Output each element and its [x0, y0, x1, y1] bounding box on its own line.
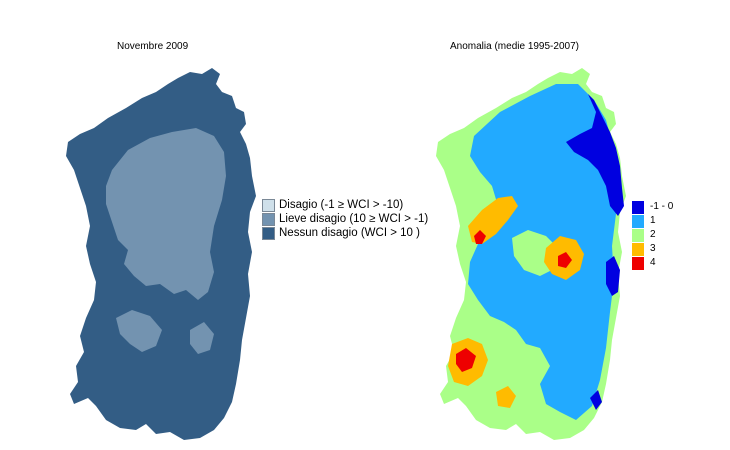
legend-swatch: [262, 212, 275, 226]
legend-label: 3: [650, 243, 656, 254]
legend-label: 1: [650, 215, 656, 226]
right-map-class-0-south-tip: [590, 390, 602, 410]
legend-swatch: [632, 256, 644, 270]
right-map-class-0-east-coast-mid: [606, 256, 620, 296]
right-map-class-4-center: [558, 252, 572, 268]
legend-swatch: [262, 198, 275, 212]
legend-item-disagio: Disagio (-1 ≥ WCI > -10): [262, 198, 428, 212]
legend-label: Disagio (-1 ≥ WCI > -10): [279, 199, 404, 211]
legend-swatch: [632, 242, 644, 256]
legend-item-class-1: 1: [632, 214, 673, 228]
left-map-title: Novembre 2009: [117, 41, 189, 52]
legend-label: Nessun disagio (WCI > 10 ): [279, 227, 420, 239]
legend-item-lieve-disagio: Lieve disagio (10 ≥ WCI > -1): [262, 212, 428, 226]
legend-swatch: [632, 200, 644, 214]
legend-label: Lieve disagio (10 ≥ WCI > -1): [279, 213, 429, 225]
legend-item-class-0: -1 - 0: [632, 200, 673, 214]
right-map-title: Anomalia (medie 1995-2007): [450, 41, 579, 52]
legend-item-class-4: 4: [632, 256, 673, 270]
right-map: [436, 68, 626, 440]
right-map-class-4-southwest: [456, 348, 476, 372]
legend-label: 4: [650, 257, 656, 268]
left-map-legend: Disagio (-1 ≥ WCI > -10) Lieve disagio (…: [262, 198, 428, 240]
right-map-legend: -1 - 0 1 2 3 4: [632, 200, 673, 270]
legend-label: 2: [650, 229, 656, 240]
legend-label: -1 - 0: [650, 201, 674, 212]
right-map-class-4-north: [474, 230, 486, 244]
legend-item-class-2: 2: [632, 228, 673, 242]
left-map-lieve-area: [106, 128, 226, 300]
left-map-lieve-area-se: [190, 322, 214, 354]
legend-item-nessun-disagio: Nessun disagio (WCI > 10 ): [262, 226, 428, 240]
left-map: [66, 68, 256, 440]
right-map-class-3-south: [496, 386, 516, 408]
right-map-class-0-east-coast: [566, 94, 624, 216]
legend-swatch: [632, 214, 644, 228]
left-map-lieve-area-south: [116, 310, 162, 352]
legend-item-class-3: 3: [632, 242, 673, 256]
legend-swatch: [632, 228, 644, 242]
legend-swatch: [262, 226, 275, 240]
